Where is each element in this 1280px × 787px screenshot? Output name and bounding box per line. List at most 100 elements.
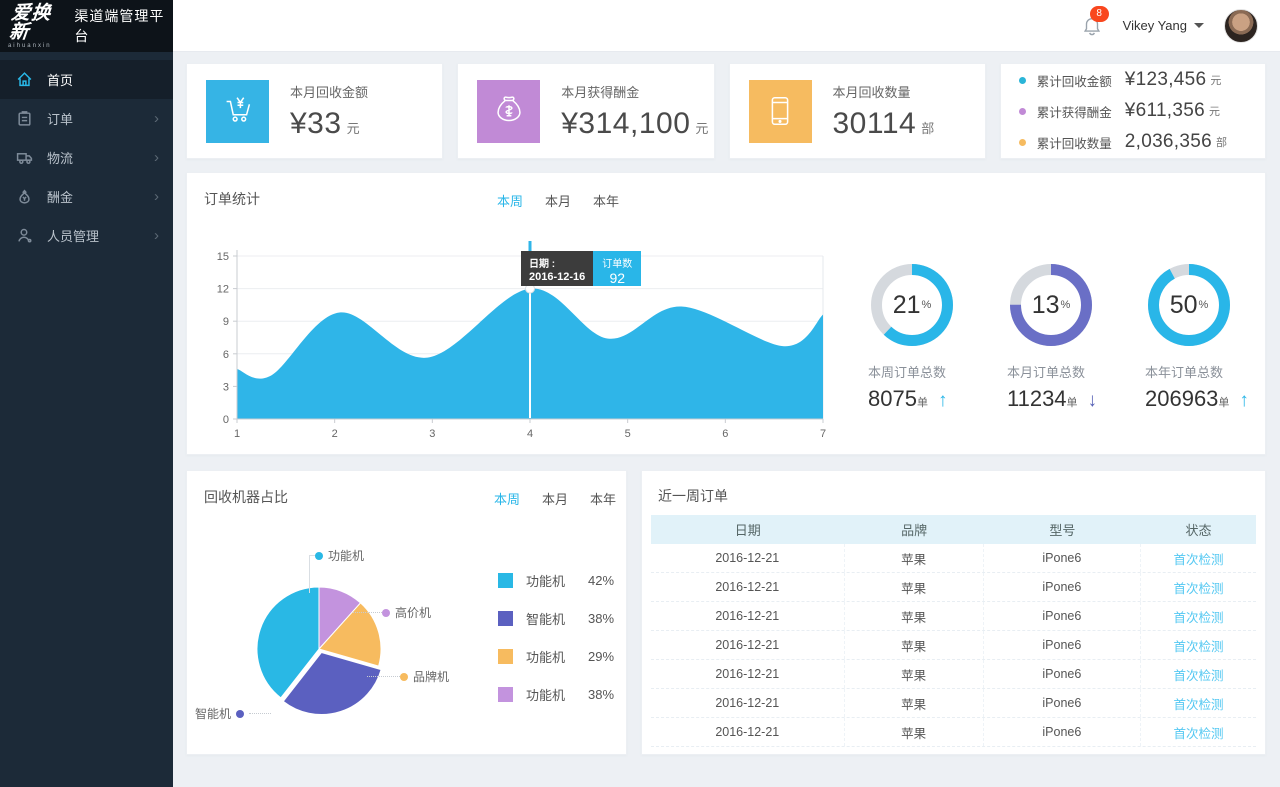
chevron-right-icon: › (154, 188, 159, 205)
legend-swatch-icon (498, 687, 513, 702)
stat-title: 本月回收金额 (290, 84, 369, 100)
table-row: 2016-12-21 苹果 iPone6 首次检测 (651, 631, 1256, 660)
stat-unit: 元 (346, 120, 361, 136)
logo-area: 爱换新 aihuanxin 渠道端管理平台 (0, 0, 173, 52)
people-icon (16, 227, 33, 244)
summary-value: 2,036,356 (1124, 131, 1212, 152)
order-icon (16, 110, 33, 127)
tab-this-year[interactable]: 本年 (593, 194, 620, 209)
summary-label: 累计获得酬金 (1036, 105, 1112, 120)
bullet-dot-icon (1018, 138, 1026, 146)
sidebar-item-label: 人员管理 (47, 229, 100, 244)
tab-this-week[interactable]: 本周 (497, 194, 524, 209)
svg-text:1: 1 (234, 428, 240, 440)
tab-this-year[interactable]: 本年 (589, 492, 616, 507)
notifications-button[interactable]: 8 (1081, 5, 1109, 37)
chevron-right-icon: › (154, 110, 159, 127)
trend-up-icon: ↑ (1239, 390, 1249, 411)
cell-model: iPone6 (984, 544, 1142, 572)
table-row: 2016-12-21 苹果 iPone6 首次检测 (651, 544, 1256, 573)
chart-tooltip: 日期 : 2016-12-16 订单数 92 (521, 251, 642, 286)
donut-year-orders: 50% 本年订单总数 206963单 ↑ (1145, 261, 1275, 412)
donut-gauge-icon (1148, 264, 1230, 346)
sidebar-item-home[interactable]: 首页 (0, 60, 173, 99)
recent-orders-title: 近一周订单 (658, 488, 728, 504)
summary-value: ¥611,356 (1124, 100, 1205, 121)
column-header-model: 型号 (1049, 523, 1076, 538)
cell-status-link[interactable]: 首次检测 (1173, 552, 1224, 567)
cell-status-link[interactable]: 首次检测 (1173, 697, 1224, 712)
chevron-down-icon (1194, 23, 1204, 28)
cell-status-link[interactable]: 首次检测 (1173, 668, 1224, 683)
sidebar-item-orders[interactable]: 订单 › (0, 99, 173, 138)
summary-row: 累计获得酬金 ¥611,356 元 (1018, 100, 1255, 122)
legend-label: 智能机 (526, 612, 566, 627)
cell-status-link[interactable]: 首次检测 (1173, 639, 1224, 654)
svg-text:0: 0 (223, 414, 229, 426)
chevron-right-icon: › (154, 227, 159, 244)
cell-brand: 苹果 (845, 544, 984, 572)
tab-this-month[interactable]: 本月 (541, 492, 568, 507)
svg-text:3: 3 (223, 381, 229, 393)
legend-label: 功能机 (526, 688, 566, 703)
order-stats-tabs: 本周 本月 本年 (497, 191, 619, 210)
legend-row: 功能机 42% (498, 571, 614, 590)
cell-status-link[interactable]: 首次检测 (1173, 581, 1224, 596)
avatar[interactable] (1224, 8, 1258, 43)
callout-smart-phone: 智能机 (195, 705, 245, 722)
cell-status-link[interactable]: 首次检测 (1173, 610, 1224, 625)
notification-badge: 8 (1089, 5, 1109, 22)
app-title: 渠道端管理平台 (74, 8, 165, 44)
stat-card-reward-amount: 本月获得酬金 ¥314,100 元 (457, 63, 715, 159)
table-row: 2016-12-21 苹果 iPone6 首次检测 (651, 602, 1256, 631)
stat-card-recycle-count: 本月回收数量 30114 部 (728, 63, 986, 159)
donut-month-orders: 13% 本月订单总数 11234单 ↓ (1007, 261, 1137, 412)
summary-value: ¥123,456 (1124, 69, 1207, 90)
column-header-status: 状态 (1185, 523, 1212, 538)
stat-value: ¥314,100 元 (561, 106, 709, 140)
legend-percent: 42% (588, 573, 615, 588)
cell-date: 2016-12-21 (651, 573, 845, 601)
callout-dot-icon (400, 672, 408, 681)
cart-yen-icon (206, 79, 269, 143)
table-row: 2016-12-21 苹果 iPone6 首次检测 (651, 718, 1256, 747)
brand-logo-subtext: aihuanxin (7, 42, 52, 49)
sidebar: 爱换新 aihuanxin 渠道端管理平台 首页 订单 › 物流 › (0, 0, 173, 787)
summary-unit: 部 (1215, 137, 1227, 149)
machine-ratio-pie-chart[interactable] (197, 551, 487, 751)
order-stats-card: 订单统计 本周 本月 本年 0 3 6 9 12 15 1 2 3 4 5 6 7 日期 : 2016-… (186, 172, 1266, 455)
sidebar-menu: 首页 订单 › 物流 › 酬金 › 人员管理 (0, 52, 173, 255)
donut-label: 本年订单总数 (1145, 365, 1224, 380)
tab-this-month[interactable]: 本月 (545, 194, 572, 209)
callout-feature-phone: 功能机 (315, 547, 364, 564)
svg-text:15: 15 (217, 251, 229, 263)
donut-value: 8075单 ↑ (868, 386, 948, 411)
cumulative-summary-card: 累计回收金额 ¥123,456 元 累计获得酬金 ¥611,356 元 累计回收… (999, 63, 1266, 159)
cell-status-link[interactable]: 首次检测 (1173, 726, 1224, 741)
callout-line (249, 713, 271, 714)
legend-row: 功能机 29% (498, 647, 614, 666)
svg-text:9: 9 (223, 316, 229, 328)
svg-text:3: 3 (429, 428, 435, 440)
callout-line (367, 676, 402, 677)
trend-down-icon: ↓ (1087, 390, 1098, 411)
stat-unit: 元 (695, 120, 709, 136)
sidebar-item-people[interactable]: 人员管理 › (0, 216, 173, 255)
donut-label: 本月订单总数 (1007, 365, 1086, 380)
donut-value: 11234单 ↓ (1007, 386, 1098, 411)
topbar: 8 Vikey Yang (173, 0, 1280, 52)
cell-date: 2016-12-21 (651, 718, 845, 746)
summary-unit: 元 (1209, 106, 1220, 118)
orders-area-chart[interactable]: 0 3 6 9 12 15 1 2 3 4 5 6 7 日期 : 2016-12-16 订单数 92 (203, 241, 835, 448)
cell-model: iPone6 (984, 660, 1142, 688)
table-row: 2016-12-21 苹果 iPone6 首次检测 (651, 573, 1256, 602)
callout-dot-icon (236, 709, 245, 718)
tab-this-week[interactable]: 本周 (493, 492, 520, 507)
cell-date: 2016-12-21 (651, 631, 845, 659)
sidebar-item-reward[interactable]: 酬金 › (0, 177, 173, 216)
donut-gauge-icon (1010, 264, 1092, 346)
user-menu[interactable]: Vikey Yang (1123, 18, 1204, 33)
callout-dot-icon (315, 551, 323, 560)
sidebar-item-logistics[interactable]: 物流 › (0, 138, 173, 177)
